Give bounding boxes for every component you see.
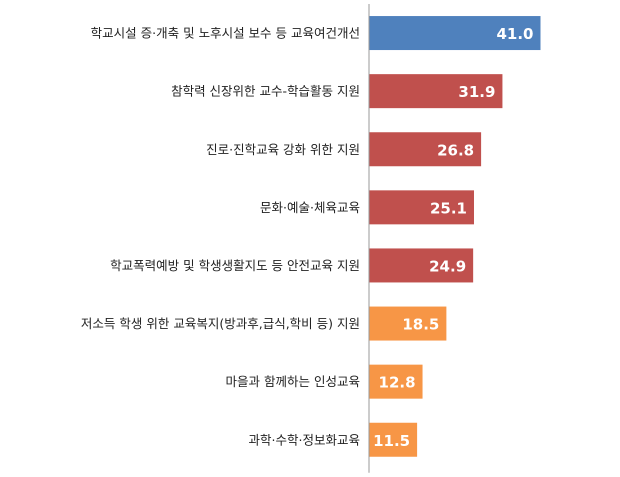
value-label-1: 41.0 [496,25,533,43]
value-label-4: 25.1 [430,199,467,217]
value-label-5: 24.9 [429,257,466,275]
bar-7 [369,364,423,399]
category-label-8: 과학·수학·정보화교육 [249,432,360,447]
value-label-8: 11.5 [373,432,410,450]
category-label-5: 학교폭력예방 및 학생생활지도 등 안전교육 지원 [110,258,360,273]
category-label-7: 마을과 함께하는 인성교육 [226,374,360,389]
bar-5 [369,248,474,283]
value-label-2: 31.9 [458,83,495,101]
bar-8 [369,422,418,457]
value-label-7: 12.8 [379,374,416,392]
bar-1 [369,16,541,51]
bars-group [369,16,541,457]
bar-6 [369,306,447,341]
category-label-3: 진로·진학교육 강화 위한 지원 [206,142,360,157]
bar-4 [369,190,474,225]
category-label-4: 문화·예술·체육교육 [260,200,360,215]
category-label-1: 학교시설 증·개축 및 노후시설 보수 등 교육여건개선 [91,26,360,41]
category-label-2: 참학력 신장위한 교수-학습활동 지원 [171,84,360,99]
value-label-3: 26.8 [437,141,474,159]
value-label-6: 18.5 [402,316,439,334]
category-label-6: 저소득 학생 위한 교육복지(방과후,급식,학비 등) 지원 [81,316,360,331]
value-labels-group: 41.0 31.9 26.8 25.1 24.9 18.5 12.8 11.5 [373,25,533,450]
bar-2 [369,74,503,109]
bar-3 [369,132,482,167]
